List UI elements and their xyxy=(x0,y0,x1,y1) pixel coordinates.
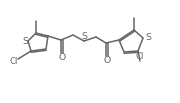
Text: S: S xyxy=(81,32,87,40)
Text: Cl: Cl xyxy=(136,52,144,60)
Text: Cl: Cl xyxy=(10,57,18,67)
Text: O: O xyxy=(103,56,111,64)
Text: S: S xyxy=(22,36,28,46)
Text: S: S xyxy=(145,33,151,42)
Text: O: O xyxy=(58,53,66,61)
